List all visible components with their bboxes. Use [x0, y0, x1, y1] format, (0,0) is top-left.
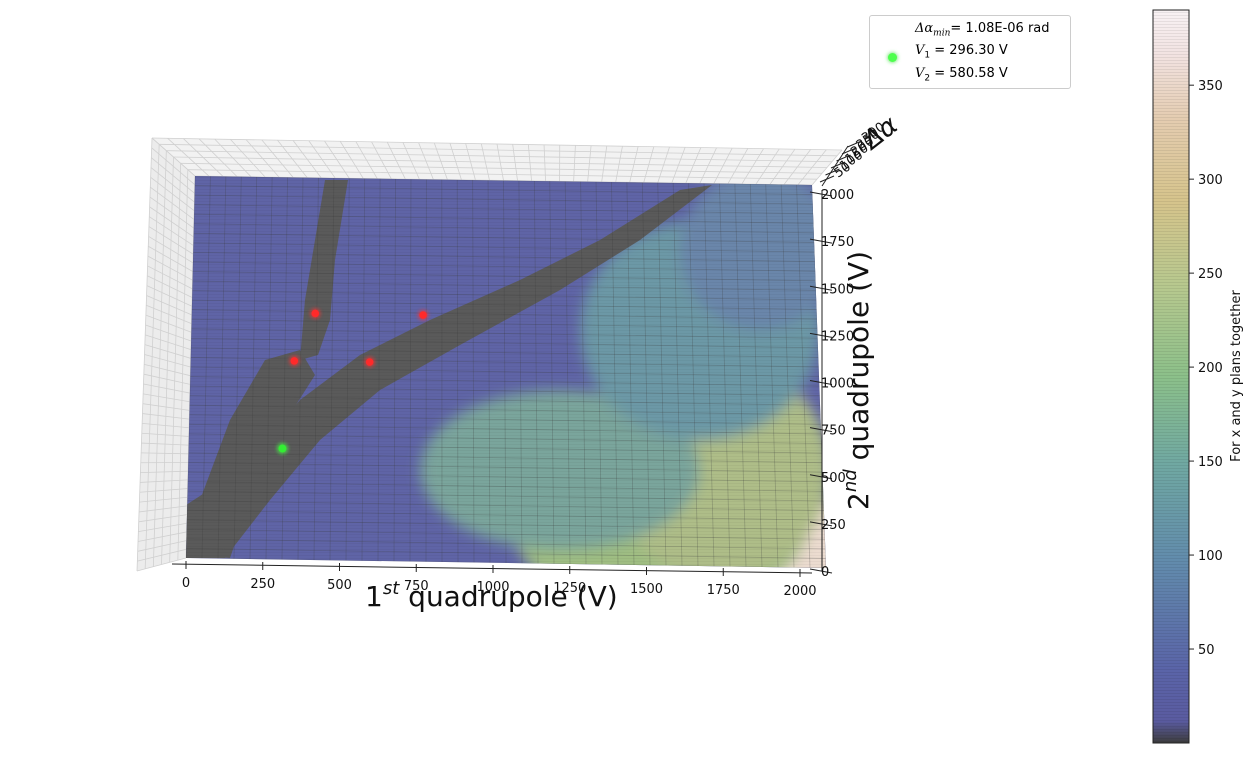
colorbar-tick-label: 200 — [1198, 361, 1223, 376]
colorbar: 50 100 150 200 250 300 350 For x and y plans t… — [1152, 9, 1244, 744]
y-tick-mark — [809, 521, 833, 527]
y-tick-label: 750 — [821, 424, 846, 439]
x-tick-label: 1750 — [707, 583, 740, 598]
surface — [186, 176, 826, 568]
y-tick-mark — [809, 238, 833, 244]
y-tick-mark — [809, 380, 833, 385]
red-point — [290, 357, 299, 365]
y-tick-mark — [809, 568, 833, 574]
z-tick-mark — [830, 161, 846, 169]
legend-line-1: Δαmin= 1.08E-06 rad — [915, 21, 1050, 39]
red-point — [365, 358, 374, 366]
y-tick-mark — [809, 285, 833, 291]
red-point — [419, 311, 427, 319]
x-tick-label: 1250 — [553, 581, 586, 596]
legend-marker-icon — [888, 53, 897, 62]
z-tick-mark — [841, 147, 857, 155]
y-tick-label: 2000 — [821, 188, 854, 203]
x-tick-label: 500 — [327, 578, 352, 593]
colorbar-tick-label: 350 — [1198, 79, 1223, 94]
y-tick-mark — [809, 427, 833, 433]
z-tick-mark — [819, 175, 835, 183]
red-point — [311, 309, 320, 318]
x-axis-line — [171, 563, 813, 574]
legend: Δαmin= 1.08E-06 rad V1 = 296.30 V V2 = 5… — [869, 15, 1071, 89]
colorbar-tick-label: 250 — [1198, 267, 1223, 282]
x-tick-label: 750 — [404, 579, 429, 594]
legend-line-2: V1 = 296.30 V — [915, 43, 1008, 61]
z-tick-mark — [836, 154, 851, 162]
y-tick-label: 250 — [821, 518, 846, 533]
colorbar-ticks: 50 100 150 200 250 300 350 — [1189, 79, 1223, 658]
y-tick-label: 500 — [821, 471, 846, 486]
y-tick-label: 1250 — [821, 329, 854, 344]
colorbar-label: For x and y plans together — [1229, 290, 1244, 462]
y-tick-label: 1500 — [821, 282, 854, 297]
y-tick-mark — [809, 474, 833, 480]
colorbar-tick-label: 300 — [1198, 173, 1223, 188]
y-tick-mark — [809, 332, 833, 338]
x-tick-label: 2000 — [783, 584, 816, 599]
colorbar-tick-label: 100 — [1198, 549, 1223, 564]
x-axis-label: 1st quadrupole (V) — [365, 578, 618, 613]
y-tick-label: 1000 — [821, 377, 854, 392]
x-ticks: 0 250 500 750 1000 1250 1500 1750 2000 — [182, 561, 817, 599]
y-tick-label: 0 — [821, 565, 829, 580]
back-pane — [152, 138, 842, 185]
z-tick-mark — [847, 140, 862, 148]
minimum-point — [278, 444, 287, 453]
legend-line-3: V2 = 580.58 V — [915, 66, 1008, 84]
z-tick-mark — [825, 168, 840, 176]
x-tick-label: 1000 — [476, 580, 509, 595]
x-tick-label: 250 — [250, 577, 275, 592]
colorbar-tick-label: 50 — [1198, 643, 1215, 658]
x-tick-label: 1500 — [630, 582, 663, 597]
x-tick-label: 0 — [182, 576, 190, 591]
y-tick-mark — [809, 191, 833, 197]
pane-group — [136, 137, 843, 572]
y-ticks: 0 250 500 750 1000 1250 1500 1750 2000 — [809, 188, 854, 580]
y-tick-label: 1750 — [821, 235, 854, 250]
points-layer — [276, 307, 429, 455]
pane-gridlines — [136, 137, 843, 572]
y-axis-label: 2nd quadrupole (V) — [840, 251, 875, 510]
colorbar-frame — [1152, 9, 1190, 744]
colorbar-tick-label: 150 — [1198, 455, 1223, 470]
